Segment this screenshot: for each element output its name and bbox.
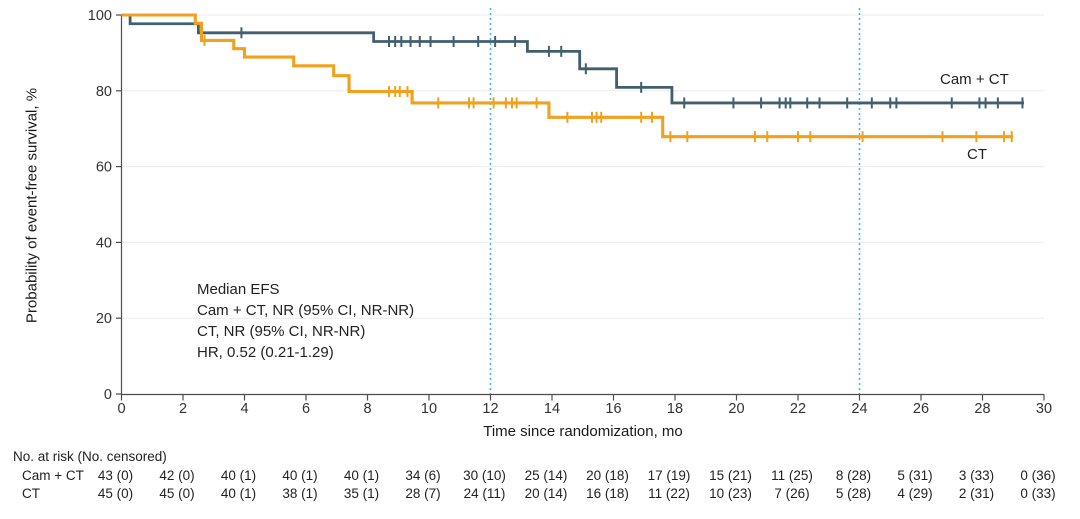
risk-value: 11 (25) bbox=[771, 468, 813, 483]
x-tick-label-14: 14 bbox=[544, 401, 560, 417]
x-tick-label-24: 24 bbox=[851, 401, 867, 417]
x-tick-label-20: 20 bbox=[728, 401, 744, 417]
x-tick-label-26: 26 bbox=[913, 401, 929, 417]
x-tick-label-2: 2 bbox=[179, 401, 187, 417]
x-tick-label-16: 16 bbox=[605, 401, 621, 417]
risk-value: 16 (18) bbox=[586, 486, 629, 501]
risk-value: 35 (1) bbox=[343, 486, 380, 501]
curve-label-cam-ct: Cam + CT bbox=[940, 71, 1009, 88]
risk-value: 45 (0) bbox=[159, 486, 195, 501]
risk-value: 38 (1) bbox=[282, 486, 318, 501]
risk-table-header: No. at risk (No. censored) bbox=[13, 449, 167, 464]
y-tick-label-100: 100 bbox=[88, 8, 112, 24]
risk-value: 2 (31) bbox=[958, 486, 995, 501]
risk-value: 40 (1) bbox=[343, 468, 380, 483]
y-tick-label-20: 20 bbox=[96, 311, 112, 327]
x-tick-label-30: 30 bbox=[1036, 401, 1052, 417]
risk-value: 15 (21) bbox=[709, 468, 752, 483]
risk-value: 25 (14) bbox=[524, 468, 568, 483]
risk-value: 30 (10) bbox=[463, 468, 506, 483]
y-tick-label-40: 40 bbox=[96, 235, 112, 251]
x-tick-label-6: 6 bbox=[302, 401, 310, 417]
risk-value: 45 (0) bbox=[97, 486, 134, 501]
risk-value: 0 (36) bbox=[1020, 468, 1056, 483]
risk-value: 11 (22) bbox=[648, 486, 690, 501]
x-axis-title: Time since randomization, mo bbox=[483, 423, 683, 440]
risk-row-cam-ct: Cam + CT 43 (0) 42 (0) 40 (1) 40 (1) 40 (1) 3… bbox=[0, 468, 1080, 486]
risk-row-ct: CT 45 (0) 45 (0) 40 (1) 38 (1) 35 (1) 28 (7) 2… bbox=[0, 486, 1080, 504]
y-tick-label-80: 80 bbox=[96, 84, 112, 100]
y-axis-title: Probability of event-free survival, % bbox=[23, 87, 41, 324]
risk-value: 24 (11) bbox=[463, 486, 506, 501]
x-tick-label-12: 12 bbox=[482, 401, 498, 417]
risk-value: 4 (29) bbox=[897, 486, 933, 501]
risk-row-label-ct: CT bbox=[22, 486, 40, 501]
risk-value: 20 (18) bbox=[586, 468, 629, 483]
risk-value: 5 (28) bbox=[835, 486, 872, 501]
y-tick-label-0: 0 bbox=[104, 387, 112, 403]
risk-value: 0 (33) bbox=[1020, 486, 1056, 501]
risk-value: 17 (19) bbox=[647, 468, 691, 483]
risk-row-label-cam-ct: Cam + CT bbox=[22, 468, 84, 483]
risk-value: 8 (28) bbox=[835, 468, 872, 483]
x-tick-label-8: 8 bbox=[363, 401, 371, 417]
survival-curve-cam-ct bbox=[121, 13, 1025, 105]
x-tick-label-18: 18 bbox=[667, 401, 683, 417]
annotation-line-camct: Cam + CT, NR (95% CI, NR-NR) bbox=[197, 302, 415, 319]
y-tick-label-60: 60 bbox=[96, 160, 112, 176]
risk-value: 7 (26) bbox=[774, 486, 810, 501]
risk-value: 34 (6) bbox=[405, 468, 441, 483]
risk-value: 40 (1) bbox=[282, 468, 318, 483]
risk-value: 40 (1) bbox=[220, 486, 257, 501]
risk-value: 5 (31) bbox=[897, 468, 933, 483]
annotation-line-hr: HR, 0.52 (0.21-1.29) bbox=[197, 344, 334, 361]
risk-value: 20 (14) bbox=[524, 486, 568, 501]
risk-value: 10 (23) bbox=[709, 486, 752, 501]
x-tick-label-22: 22 bbox=[790, 401, 806, 417]
annotation-line-median: Median EFS bbox=[197, 281, 280, 298]
risk-value: 40 (1) bbox=[220, 468, 257, 483]
annotation-line-ct: CT, NR (95% CI, NR-NR) bbox=[197, 323, 366, 340]
risk-value: 3 (33) bbox=[958, 468, 995, 483]
x-tick-label-4: 4 bbox=[240, 401, 248, 417]
x-tick-label-0: 0 bbox=[117, 401, 125, 417]
risk-value: 43 (0) bbox=[97, 468, 134, 483]
x-tick-label-10: 10 bbox=[421, 401, 437, 417]
x-tick-label-28: 28 bbox=[974, 401, 990, 417]
risk-value: 28 (7) bbox=[405, 486, 441, 501]
risk-value: 42 (0) bbox=[159, 468, 195, 483]
curve-label-ct: CT bbox=[967, 146, 987, 163]
survival-curve-ct bbox=[121, 13, 1014, 139]
median-efs-annotation: Median EFS Cam + CT, NR (95% CI, NR-NR) … bbox=[197, 279, 414, 363]
